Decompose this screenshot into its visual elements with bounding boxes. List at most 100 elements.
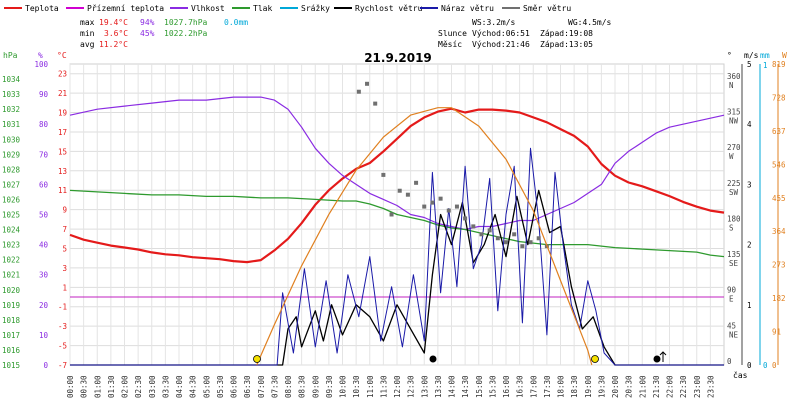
time-tick-label: 23:30	[706, 375, 715, 398]
moonset-icon	[429, 355, 437, 363]
temp-tick-label: 23	[58, 70, 67, 79]
wind-direction-point	[471, 224, 476, 229]
wind-direction-point	[389, 212, 394, 217]
moonrise-icon	[653, 355, 661, 363]
time-tick-label: 00:00	[66, 375, 75, 398]
humidity-tick-label: 100	[34, 60, 48, 69]
x-axis-label: čas	[733, 370, 748, 380]
time-tick-label: 04:00	[175, 375, 184, 398]
time-tick-label: 17:00	[529, 375, 538, 398]
temp-tick-label: 11	[58, 186, 67, 195]
series-line-teplota	[69, 107, 725, 264]
pressure-tick-label: 1015	[2, 361, 20, 370]
wind-direction-point	[365, 81, 370, 86]
direction-tick-label: 225	[727, 179, 741, 188]
time-tick-label: 19:00	[584, 375, 593, 398]
stats-block: max 19.4°C 94% 1027.7hPa 0.0mm min 3.6°C…	[80, 18, 248, 49]
pressure-tick-label: 1018	[2, 316, 21, 325]
wind-direction-point	[430, 200, 435, 205]
chart-legend: Teplota Přízemní teplota Vlhkost Tlak Sr…	[4, 4, 571, 13]
axis-title-mm: mm	[760, 51, 770, 60]
temp-tick-label: 21	[58, 89, 67, 98]
direction-tick-compass: NW	[729, 116, 739, 125]
series-line-rychlost-v-tru	[70, 189, 724, 366]
stats-max-label: max	[80, 18, 95, 27]
time-tick-label: 18:30	[570, 375, 579, 398]
time-tick-label: 09:30	[325, 375, 334, 398]
time-tick-label: 11:00	[366, 375, 375, 398]
direction-tick-compass: E	[729, 295, 734, 304]
stats-min-press: 1022.2hPa	[164, 29, 208, 38]
sunset: Západ:19:08	[540, 29, 593, 38]
wind-tick-label: 3	[747, 180, 752, 189]
sun-label: Slunce	[438, 29, 467, 38]
pressure-tick-label: 1020	[2, 286, 21, 295]
wind-tick-label: 2	[747, 241, 752, 250]
sunrise-icon	[253, 355, 261, 363]
solar-tick-label: 819	[772, 60, 786, 69]
time-tick-label: 05:00	[202, 375, 211, 398]
event-markers	[253, 351, 667, 363]
time-tick-label: 01:00	[93, 375, 102, 398]
time-tick-label: 06:00	[230, 375, 239, 398]
time-tick-label: 22:00	[666, 375, 675, 398]
pressure-tick-label: 1021	[2, 271, 20, 280]
humidity-tick-label: 50	[39, 211, 49, 220]
x-axis: 00:00 00:30 01:00 01:30 02:00 02:30 03:00 03:30…	[66, 375, 715, 398]
legend-label: Srážky	[301, 4, 330, 13]
solar-tick-label: 364	[772, 227, 786, 236]
time-tick-label: 14:30	[461, 375, 470, 398]
wind-tick-label: 5	[747, 60, 752, 69]
time-tick-label: 06:30	[243, 375, 252, 398]
wind-direction-point	[487, 228, 492, 233]
solar-tick-label: 728	[772, 93, 786, 102]
pressure-tick-label: 1032	[2, 105, 20, 114]
axis-title-temp: °C	[57, 51, 67, 60]
direction-tick-compass: S	[729, 223, 734, 232]
time-tick-label: 10:30	[352, 375, 361, 398]
wind-direction-point	[520, 244, 525, 249]
direction-tick-label: 315	[727, 107, 741, 116]
temp-tick-label: 9	[62, 206, 67, 215]
pressure-tick-label: 1028	[2, 165, 21, 174]
direction-tick-label: 135	[727, 250, 741, 259]
sunset-icon	[591, 355, 599, 363]
moonset: Západ:13:05	[540, 40, 593, 49]
direction-tick-compass: N	[729, 81, 734, 90]
direction-tick-label: 45	[727, 321, 736, 330]
direction-tick-compass: W	[729, 152, 734, 161]
moonrise: Východ:21:46	[472, 40, 530, 49]
wind-direction-point	[356, 89, 361, 94]
time-tick-label: 07:00	[257, 375, 266, 398]
temp-tick-label: -3	[58, 322, 67, 331]
series-layer	[69, 81, 725, 366]
time-tick-label: 21:30	[652, 375, 661, 398]
wind-direction-point	[495, 236, 500, 241]
pressure-tick-label: 1034	[2, 75, 21, 84]
time-tick-label: 03:30	[161, 375, 170, 398]
humidity-tick-label: 80	[39, 120, 49, 129]
sunrise: Východ:06:51	[472, 29, 530, 38]
wind-direction-point	[414, 180, 419, 185]
wind-direction-point	[479, 232, 484, 237]
stats-min-hum: 45%	[140, 29, 155, 38]
legend-item-vlhkost: Vlhkost	[170, 4, 225, 13]
wind-direction-point	[381, 172, 386, 177]
time-tick-label: 21:00	[638, 375, 647, 398]
temp-tick-label: 7	[62, 225, 67, 234]
time-tick-label: 03:00	[148, 375, 157, 398]
pressure-tick-label: 1022	[2, 256, 20, 265]
direction-tick-label: 270	[727, 143, 741, 152]
time-tick-label: 20:30	[625, 375, 634, 398]
series-line-n-raz-v-tru	[70, 147, 724, 366]
time-tick-label: 22:30	[679, 375, 688, 398]
moon-label: Měsíc	[438, 40, 462, 49]
pressure-tick-label: 1024	[2, 226, 21, 235]
wind-direction-point	[397, 188, 402, 193]
stats-min-label: min	[80, 29, 95, 38]
temp-tick-label: 5	[62, 244, 67, 253]
pressure-tick-label: 1019	[2, 301, 20, 310]
humidity-tick-label: 90	[39, 90, 49, 99]
pressure-tick-label: 1031	[2, 120, 20, 129]
humidity-tick-label: 60	[39, 180, 49, 189]
